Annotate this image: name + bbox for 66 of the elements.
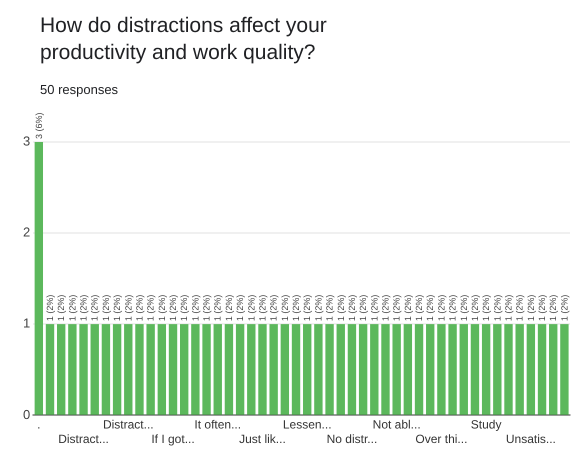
data-label: 1 (2%) [123,294,134,322]
data-label: 1 (2%) [45,294,56,322]
data-label: 1 (2%) [280,294,290,322]
data-label: 1 (2%) [414,294,424,322]
data-label: 1 (2%) [257,294,268,322]
x-tick-label: Not abl... [372,418,421,432]
data-label: 1 (2%) [481,294,492,322]
data-label: 1 (2%) [346,294,357,322]
data-label: 1 (2%) [156,294,167,322]
x-tick-label: Unsatis... [506,432,556,446]
data-label: 1 (2%) [380,294,390,322]
data-label: 1 (2%) [134,294,144,322]
data-label: 1 (2%) [212,294,223,322]
x-tick-label: Distract... [58,432,109,446]
data-label: 1 (2%) [492,294,502,322]
y-tick-label: 3 [22,134,30,149]
data-label: 1 (2%) [313,294,324,322]
data-label: 1 (2%) [392,294,402,322]
data-label: 1 (2%) [100,294,111,322]
x-tick-label: It often... [194,418,242,432]
x-tick-label: Distract... [102,418,154,432]
data-label: 1 (2%) [458,294,469,322]
data-label: 1 (2%) [179,294,190,322]
data-label: 1 (2%) [448,294,458,322]
data-label: 1 (2%) [470,294,480,322]
y-tick-label: 0 [22,406,30,422]
data-label: 1 (2%) [224,294,234,322]
x-tick-label: Just lik... [239,432,286,446]
data-label: 1 (2%) [168,294,178,322]
data-label: 1 (2%) [268,294,279,322]
data-label: 1 (2%) [302,294,312,322]
data-label: 1 (2%) [291,294,302,322]
data-label: 1 (2%) [548,294,558,322]
data-label: 1 (2%) [537,294,548,322]
x-tick-label: No distr... [326,432,378,446]
data-label: 1 (2%) [559,294,570,322]
data-label: 1 (2%) [112,294,122,322]
data-label: 1 (2%) [90,294,100,322]
data-label: 3 (6%) [34,112,44,139]
data-label: 1 (2%) [369,294,380,322]
data-label: 1 (2%) [514,294,525,322]
chart-subtitle: 50 responses [40,82,118,97]
data-label: 1 (2%) [146,294,156,322]
data-label: 1 (2%) [324,294,335,322]
chart-title: How do distractions affect your productivity and work quality? [40,13,328,66]
data-label: 1 (2%) [56,294,66,322]
data-label: 1 (2%) [190,294,200,322]
data-label: 1 (2%) [358,294,368,322]
data-label: 1 (2%) [235,294,246,322]
y-tick-label: 2 [22,224,30,240]
data-label: 1 (2%) [78,294,89,322]
x-tick-label: Study [470,418,502,432]
data-label: 1 (2%) [436,294,446,322]
data-label: 1 (2%) [503,294,514,322]
x-tick-label: Over thi... [415,432,468,446]
data-label: 1 (2%) [402,294,413,322]
data-label: 1 (2%) [336,294,346,322]
x-tick-label: Lessen... [282,418,332,432]
data-label: 1 (2%) [67,294,78,322]
data-label: 1 (2%) [425,294,436,322]
x-tick-label: . [37,418,40,432]
data-label: 1 (2%) [246,294,256,322]
data-label: 1 (2%) [526,294,536,322]
y-tick-label: 1 [22,316,30,331]
x-tick-label: If I got... [151,432,195,446]
data-label: 1 (2%) [202,294,212,322]
